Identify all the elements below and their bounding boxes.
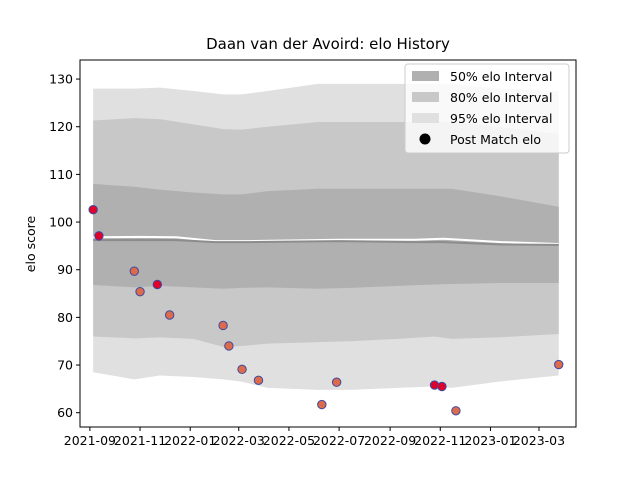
legend-label: 50% elo Interval [450, 69, 552, 84]
legend-swatch [412, 71, 439, 81]
x-tick-label: 2022-11 [414, 433, 466, 448]
median-line [93, 239, 559, 246]
data-point [317, 399, 327, 410]
data-point [437, 381, 447, 392]
y-axis-label: elo score [23, 216, 38, 273]
x-tick-label: 2021-09 [64, 433, 116, 448]
data-point [164, 310, 175, 320]
data-point [135, 286, 145, 297]
x-tick-label: 2022-03 [213, 433, 265, 448]
y-tick-label: 120 [49, 119, 73, 134]
legend-label: 80% elo Interval [450, 90, 552, 105]
data-point [253, 375, 264, 385]
data-point [451, 406, 461, 416]
y-tick-label: 60 [57, 405, 73, 420]
legend-label: 95% elo Interval [450, 111, 552, 126]
mean-line [93, 235, 559, 245]
data-point [129, 266, 139, 276]
y-tick-label: 130 [49, 72, 73, 87]
legend-marker [419, 133, 431, 145]
x-tick-label: 2021-11 [114, 433, 166, 448]
x-tick-label: 2022-07 [313, 433, 365, 448]
y-tick-label: 80 [57, 310, 73, 325]
chart-title: Daan van der Avoird: elo History [206, 35, 450, 53]
x-tick-label: 2023-01 [464, 433, 516, 448]
legend-swatch [412, 92, 439, 102]
plot-frame [79, 59, 577, 428]
band-50-interval [93, 183, 559, 289]
y-tick-label: 90 [57, 262, 73, 277]
data-point [331, 377, 342, 387]
y-tick-label: 70 [57, 358, 73, 373]
plot-area [88, 83, 564, 416]
x-tick-label: 2023-03 [513, 433, 565, 448]
axes: 607080901001101201302021-092021-112022-0… [49, 59, 577, 448]
data-point [94, 231, 104, 241]
x-tick-label: 2022-05 [263, 433, 315, 448]
legend-box [404, 63, 570, 154]
x-tick-label: 2022-09 [364, 433, 416, 448]
x-tick-label: 2022-01 [164, 433, 216, 448]
y-tick-label: 110 [49, 167, 73, 182]
legend: 50% elo Interval 80% elo Interval 95% elo … [404, 63, 570, 154]
data-point [152, 279, 163, 290]
data-point [237, 364, 247, 375]
data-point [88, 204, 98, 215]
data-point [554, 359, 564, 370]
y-tick-label: 100 [49, 215, 73, 230]
data-point [218, 320, 228, 331]
legend-swatch [412, 113, 439, 123]
data-point [224, 341, 234, 351]
legend-label: Post Match elo [450, 132, 541, 147]
